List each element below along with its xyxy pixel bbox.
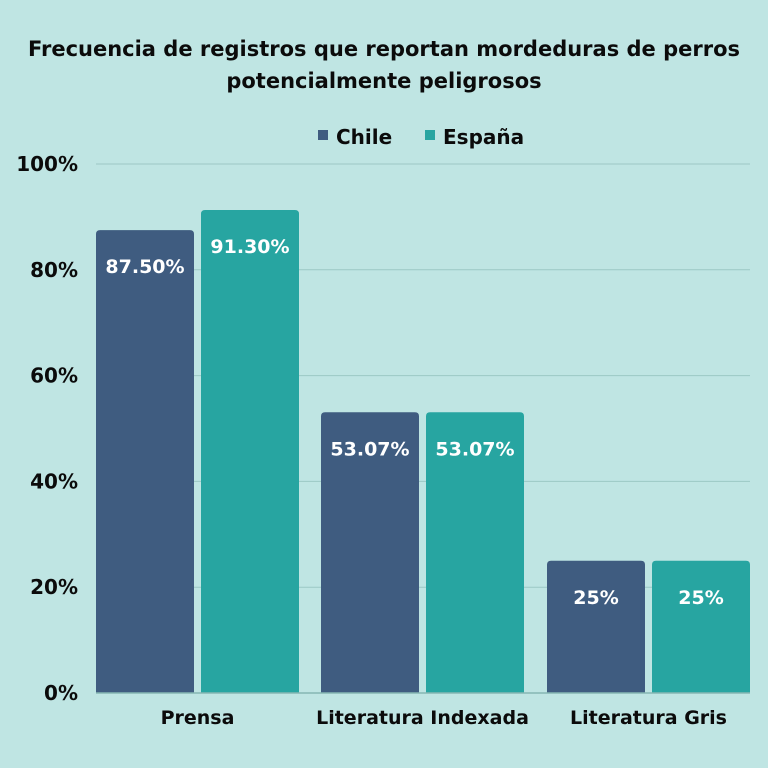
y-tick-label: 0% [44,681,78,705]
legend-label-chile: Chile [336,125,392,149]
bar [321,412,419,693]
gridlines [96,163,750,588]
data-label: 53.07% [330,438,409,460]
x-tick-label: Literatura Gris [570,707,727,729]
x-tick-label: Prensa [161,707,235,729]
y-tick-label: 40% [30,469,78,493]
data-label: 87.50% [105,256,184,278]
bar [201,210,299,693]
bar [652,560,750,693]
data-label: 25% [678,587,723,609]
x-tick-label: Literatura Indexada [316,707,529,729]
x-axis: Prensa Literatura Indexada Literatura Gris [96,692,750,729]
y-tick-label: 100% [16,152,78,176]
bars [96,210,750,693]
data-label: 53.07% [435,438,514,460]
chart-title-line-2: potencialmente peligrosos [226,69,541,93]
y-tick-label: 80% [30,258,78,282]
data-label: 91.30% [210,236,289,258]
chart-title-line-1: Frecuencia de registros que reportan mor… [28,37,740,61]
chart-title: Frecuencia de registros que reportan mor… [28,37,740,93]
legend-label-espana: España [443,125,524,149]
bar [426,412,524,693]
legend-swatch-espana [425,130,435,140]
y-axis: 0% 20% 40% 60% 80% 100% [16,152,78,705]
legend: Chile España [318,125,524,149]
y-tick-label: 20% [30,575,78,599]
data-labels: 87.50% 91.30% 53.07% 53.07% 25% 25% [105,236,723,609]
y-tick-label: 60% [30,364,78,388]
data-label: 25% [573,587,618,609]
bar [96,230,194,693]
bar [547,560,645,693]
legend-swatch-chile [318,130,328,140]
